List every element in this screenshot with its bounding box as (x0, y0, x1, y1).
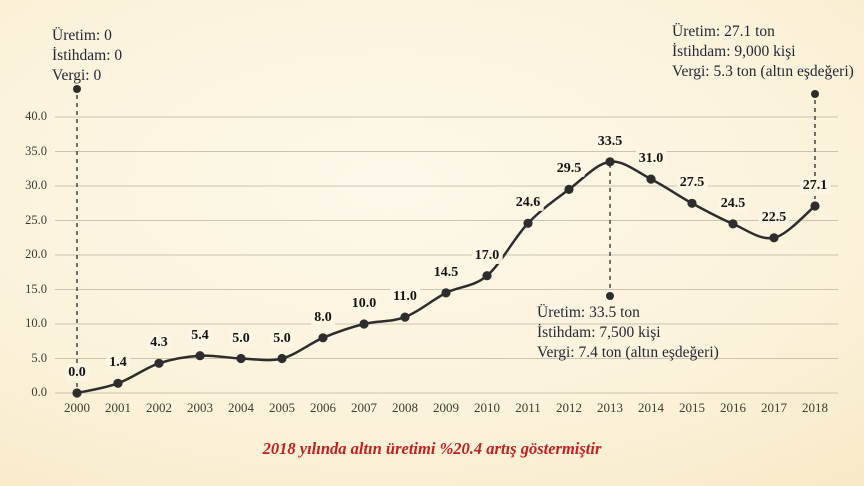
annotation-2013-line-3: Vergi: 7.4 ton (altın eşdeğeri) (537, 344, 719, 361)
point-label-2013: 33.5 (594, 132, 626, 150)
y-tick-label-35.0: 35.0 (25, 143, 47, 158)
x-tick-label-2014: 2014 (638, 400, 664, 415)
x-tick-label-2015: 2015 (679, 400, 705, 415)
y-tick-label-5.0: 5.0 (31, 350, 47, 365)
annotation-2013: Üretim: 33.5 ton İstihdam: 7,500 kişi Ve… (537, 303, 719, 363)
chart-caption: 2018 yılında altın üretimi %20.4 artış g… (262, 439, 602, 458)
point-label-2000: 0.0 (65, 364, 89, 381)
point-label-2001: 1.4 (106, 354, 130, 372)
annotation-2013-line-1: Üretim: 33.5 ton (537, 304, 640, 321)
x-tick-label-2004: 2004 (228, 400, 254, 415)
y-tick-label-20.0: 20.0 (25, 247, 47, 261)
point-label-2007: 10.0 (348, 295, 380, 312)
point-label-2005: 5.0 (270, 329, 294, 347)
x-tick-label-2010: 2010 (474, 400, 500, 415)
point-label-2009: 14.5 (430, 263, 462, 281)
data-point-2008 (400, 312, 410, 322)
x-tick-label-2018: 2018 (802, 400, 828, 415)
point-label-2003: 5.4 (188, 326, 212, 344)
data-point-2012 (564, 184, 574, 194)
x-tick-label-2012: 2012 (556, 400, 582, 415)
x-tick-label-2003: 2003 (187, 400, 213, 415)
y-tick-label-30.0: 30.0 (25, 178, 47, 192)
point-label-2008: 11.0 (390, 288, 420, 306)
data-point-2004 (236, 353, 246, 364)
data-point-2002 (154, 358, 164, 368)
data-point-2005 (277, 353, 287, 364)
data-point-2009 (441, 288, 451, 298)
y-tick-label-10.0: 10.0 (25, 316, 47, 330)
point-label-2004: 5.0 (229, 329, 253, 347)
point-label-2006: 8.0 (311, 308, 335, 326)
data-point-2006 (318, 333, 328, 343)
data-point-2007 (359, 319, 369, 329)
leader-dot-2000 (73, 85, 81, 93)
data-point-2011 (523, 218, 533, 228)
point-label-2010: 17.0 (471, 246, 503, 264)
x-tick-label-2017: 2017 (761, 400, 787, 415)
y-tick-label-0.0: 0.0 (31, 385, 47, 399)
annotation-2000-line-1: Üretim: 0 (52, 27, 112, 44)
annotation-2000-line-3: Vergi: 0 (52, 67, 102, 84)
leader-dot-2018 (811, 90, 819, 98)
point-label-2017: 22.5 (758, 208, 790, 226)
point-label-2015: 27.5 (676, 174, 708, 192)
x-tick-label-2011: 2011 (515, 400, 541, 415)
x-tick-label-2008: 2008 (392, 400, 418, 415)
x-tick-label-2009: 2009 (433, 400, 459, 415)
leader-dot-2013 (606, 292, 614, 300)
y-tick-label-40.0: 40.0 (25, 109, 47, 123)
x-tick-label-2007: 2007 (351, 400, 377, 415)
annotation-2018-line-1: Üretim: 27.1 ton (672, 23, 775, 40)
data-point-2016 (728, 219, 738, 229)
point-label-2018: 27.1 (799, 177, 831, 194)
data-point-2001 (113, 378, 123, 388)
x-tick-label-2006: 2006 (310, 400, 336, 415)
y-tick-label-25.0: 25.0 (25, 212, 47, 227)
annotation-2018: Üretim: 27.1 ton İstihdam: 9,000 kişi Ve… (672, 22, 854, 82)
data-point-2014 (646, 174, 656, 184)
point-label-2014: 31.0 (635, 150, 667, 168)
point-label-2016: 24.5 (717, 194, 749, 212)
data-point-2015 (687, 198, 697, 208)
point-label-2012: 29.5 (553, 160, 585, 178)
x-tick-label-2016: 2016 (720, 400, 746, 415)
annotation-2013-line-2: İstihdam: 7,500 kişi (537, 324, 661, 341)
data-point-2017 (769, 233, 779, 243)
annotation-2000: Üretim: 0 İstihdam: 0 Vergi: 0 (52, 26, 122, 86)
x-tick-label-2000: 2000 (64, 400, 90, 415)
x-tick-label-2001: 2001 (105, 400, 131, 415)
data-point-2013 (605, 157, 615, 167)
data-point-2010 (482, 271, 492, 281)
y-tick-label-15.0: 15.0 (25, 281, 47, 296)
x-tick-label-2005: 2005 (269, 400, 295, 415)
x-tick-label-2013: 2013 (597, 400, 623, 415)
annotation-2018-line-2: İstihdam: 9,000 kişi (672, 43, 796, 60)
x-tick-label-2002: 2002 (146, 400, 172, 415)
point-label-2002: 4.3 (147, 334, 171, 352)
point-label-2011: 24.6 (512, 194, 544, 212)
annotation-2018-line-3: Vergi: 5.3 ton (altın eşdeğeri) (672, 63, 854, 80)
data-point-2003 (195, 351, 205, 361)
data-point-2000 (72, 388, 82, 398)
annotation-2000-line-2: İstihdam: 0 (52, 47, 123, 64)
data-point-2018 (810, 201, 820, 211)
